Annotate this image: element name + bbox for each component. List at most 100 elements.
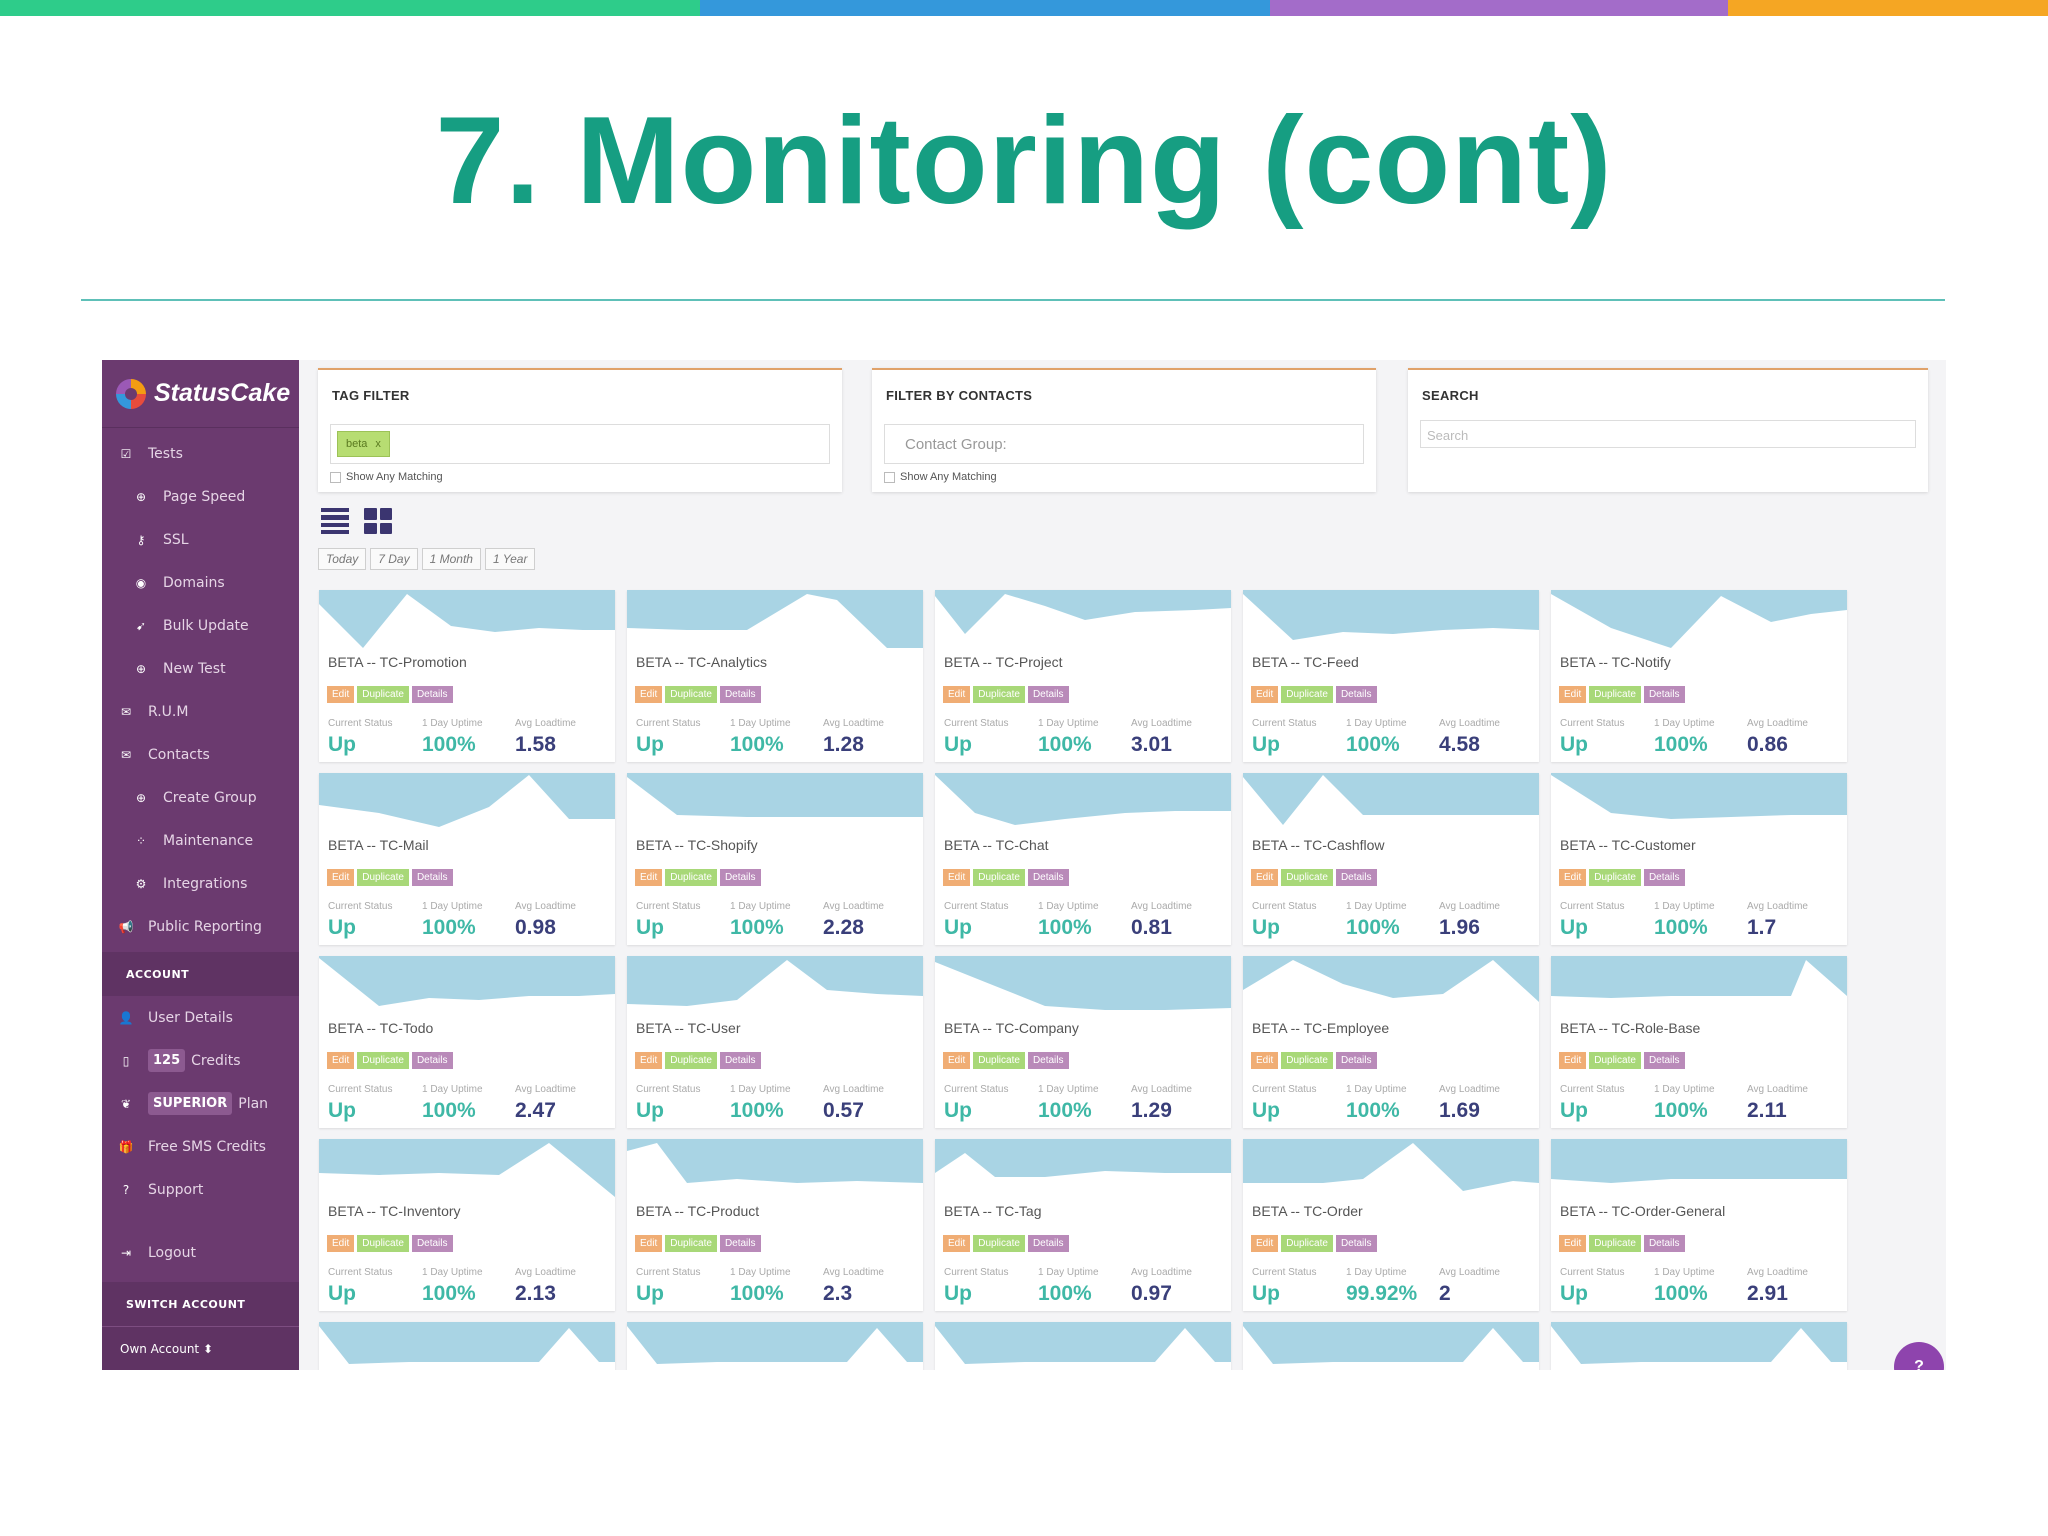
- test-card[interactable]: BETA -- TC-Todo Edit Duplicate Details Curre…: [319, 956, 615, 1128]
- test-name[interactable]: BETA -- TC-Customer: [1560, 837, 1696, 853]
- sidebar-item-new-test[interactable]: ⊕ New Test: [102, 647, 299, 690]
- test-card[interactable]: BETA -- TC-Product Edit Duplicate Details Cu…: [627, 1139, 923, 1311]
- sidebar-item-user-details[interactable]: 👤 User Details: [102, 996, 299, 1039]
- duplicate-button[interactable]: Duplicate: [357, 1052, 409, 1069]
- test-card[interactable]: BETA -- TC-Shopify Edit Duplicate Details Cu…: [627, 773, 923, 945]
- contact-group-select[interactable]: Contact Group:: [884, 424, 1364, 464]
- test-name[interactable]: BETA -- TC-Order: [1252, 1203, 1363, 1219]
- edit-button[interactable]: Edit: [1251, 1052, 1279, 1069]
- details-button[interactable]: Details: [719, 1052, 761, 1069]
- test-card-partial[interactable]: [319, 1322, 615, 1370]
- test-name[interactable]: BETA -- TC-Product: [636, 1203, 760, 1219]
- details-button[interactable]: Details: [411, 869, 453, 886]
- sidebar-item-bulk-update[interactable]: ➹ Bulk Update: [102, 604, 299, 647]
- test-name[interactable]: BETA -- TC-Role-Base: [1560, 1020, 1701, 1036]
- duplicate-button[interactable]: Duplicate: [357, 1235, 409, 1252]
- details-button[interactable]: Details: [719, 686, 761, 703]
- test-name[interactable]: BETA -- TC-Todo: [328, 1020, 434, 1036]
- edit-button[interactable]: Edit: [327, 686, 355, 703]
- duplicate-button[interactable]: Duplicate: [665, 686, 717, 703]
- test-card[interactable]: BETA -- TC-Project Edit Duplicate Details Cu…: [935, 590, 1231, 762]
- details-button[interactable]: Details: [1335, 1052, 1377, 1069]
- tag-filter-input[interactable]: beta x: [330, 424, 830, 464]
- edit-button[interactable]: Edit: [1559, 1235, 1587, 1252]
- duplicate-button[interactable]: Duplicate: [665, 1235, 717, 1252]
- test-card[interactable]: BETA -- TC-Notify Edit Duplicate Details Cur…: [1551, 590, 1847, 762]
- edit-button[interactable]: Edit: [635, 869, 663, 886]
- test-name[interactable]: BETA -- TC-Project: [944, 654, 1063, 670]
- test-card[interactable]: BETA -- TC-Employee Edit Duplicate Details C…: [1243, 956, 1539, 1128]
- range-today[interactable]: Today: [318, 548, 367, 570]
- list-view-icon[interactable]: [321, 508, 349, 534]
- test-card[interactable]: BETA -- TC-Chat Edit Duplicate Details Curre…: [935, 773, 1231, 945]
- edit-button[interactable]: Edit: [635, 1235, 663, 1252]
- duplicate-button[interactable]: Duplicate: [1589, 869, 1641, 886]
- tag-remove-icon[interactable]: x: [375, 438, 381, 450]
- duplicate-button[interactable]: Duplicate: [1589, 1235, 1641, 1252]
- duplicate-button[interactable]: Duplicate: [973, 1052, 1025, 1069]
- edit-button[interactable]: Edit: [1559, 869, 1587, 886]
- edit-button[interactable]: Edit: [943, 869, 971, 886]
- test-card[interactable]: BETA -- TC-Tag Edit Duplicate Details Curren…: [935, 1139, 1231, 1311]
- duplicate-button[interactable]: Duplicate: [973, 1235, 1025, 1252]
- test-card[interactable]: BETA -- TC-Customer Edit Duplicate Details C…: [1551, 773, 1847, 945]
- duplicate-button[interactable]: Duplicate: [1589, 686, 1641, 703]
- duplicate-button[interactable]: Duplicate: [665, 1052, 717, 1069]
- test-card-partial[interactable]: [627, 1322, 923, 1370]
- grid-view-icon[interactable]: [364, 508, 392, 534]
- details-button[interactable]: Details: [1335, 686, 1377, 703]
- details-button[interactable]: Details: [1643, 686, 1685, 703]
- test-card-partial[interactable]: [935, 1322, 1231, 1370]
- sidebar-item-tests[interactable]: ☑ Tests: [102, 432, 299, 475]
- test-card[interactable]: BETA -- TC-User Edit Duplicate Details Curre…: [627, 956, 923, 1128]
- edit-button[interactable]: Edit: [943, 1235, 971, 1252]
- test-name[interactable]: BETA -- TC-Inventory: [328, 1203, 461, 1219]
- details-button[interactable]: Details: [1335, 869, 1377, 886]
- edit-button[interactable]: Edit: [635, 686, 663, 703]
- edit-button[interactable]: Edit: [1559, 1052, 1587, 1069]
- sidebar-item-maintenance[interactable]: ⁘ Maintenance: [102, 819, 299, 862]
- test-name[interactable]: BETA -- TC-Mail: [328, 837, 429, 853]
- test-card[interactable]: BETA -- TC-Cashflow Edit Duplicate Details C…: [1243, 773, 1539, 945]
- test-name[interactable]: BETA -- TC-Tag: [944, 1203, 1042, 1219]
- sidebar-item-ssl[interactable]: ⚷ SSL: [102, 518, 299, 561]
- test-card[interactable]: BETA -- TC-Order Edit Duplicate Details Curr…: [1243, 1139, 1539, 1311]
- edit-button[interactable]: Edit: [1251, 686, 1279, 703]
- sidebar-item-public-reporting[interactable]: 📢 Public Reporting: [102, 905, 299, 948]
- test-card[interactable]: BETA -- TC-Mail Edit Duplicate Details Curre…: [319, 773, 615, 945]
- range-1-year[interactable]: 1 Year: [484, 548, 536, 570]
- duplicate-button[interactable]: Duplicate: [973, 869, 1025, 886]
- test-card[interactable]: BETA -- TC-Role-Base Edit Duplicate Details…: [1551, 956, 1847, 1128]
- test-name[interactable]: BETA -- TC-Company: [944, 1020, 1079, 1036]
- details-button[interactable]: Details: [1643, 1235, 1685, 1252]
- sidebar-item-create-group[interactable]: ⊕ Create Group: [102, 776, 299, 819]
- sidebar-item-plan[interactable]: ❦ SUPERIOR Plan: [102, 1082, 299, 1125]
- sidebar-item-domains[interactable]: ◉ Domains: [102, 561, 299, 604]
- contacts-show-any-checkbox[interactable]: Show Any Matching: [884, 471, 997, 483]
- duplicate-button[interactable]: Duplicate: [665, 869, 717, 886]
- details-button[interactable]: Details: [411, 1052, 453, 1069]
- edit-button[interactable]: Edit: [1251, 869, 1279, 886]
- test-name[interactable]: BETA -- TC-Notify: [1560, 654, 1671, 670]
- test-card[interactable]: BETA -- TC-Inventory Edit Duplicate Details…: [319, 1139, 615, 1311]
- sidebar-item-credits[interactable]: ▯ 125 Credits: [102, 1039, 299, 1082]
- range-7-day[interactable]: 7 Day: [370, 548, 418, 570]
- details-button[interactable]: Details: [1335, 1235, 1377, 1252]
- duplicate-button[interactable]: Duplicate: [973, 686, 1025, 703]
- range-1-month[interactable]: 1 Month: [421, 548, 481, 570]
- search-input[interactable]: Search: [1420, 420, 1916, 448]
- edit-button[interactable]: Edit: [1251, 1235, 1279, 1252]
- sidebar-item-integrations[interactable]: ⚙ Integrations: [102, 862, 299, 905]
- test-name[interactable]: BETA -- TC-Feed: [1252, 654, 1359, 670]
- details-button[interactable]: Details: [1027, 1235, 1069, 1252]
- details-button[interactable]: Details: [411, 686, 453, 703]
- duplicate-button[interactable]: Duplicate: [357, 869, 409, 886]
- test-name[interactable]: BETA -- TC-Shopify: [636, 837, 758, 853]
- duplicate-button[interactable]: Duplicate: [1589, 1052, 1641, 1069]
- test-card[interactable]: BETA -- TC-Analytics Edit Duplicate Details…: [627, 590, 923, 762]
- edit-button[interactable]: Edit: [635, 1052, 663, 1069]
- sidebar-item-logout[interactable]: ⇥ Logout: [102, 1231, 299, 1274]
- edit-button[interactable]: Edit: [1559, 686, 1587, 703]
- duplicate-button[interactable]: Duplicate: [1281, 1052, 1333, 1069]
- test-name[interactable]: BETA -- TC-Employee: [1252, 1020, 1390, 1036]
